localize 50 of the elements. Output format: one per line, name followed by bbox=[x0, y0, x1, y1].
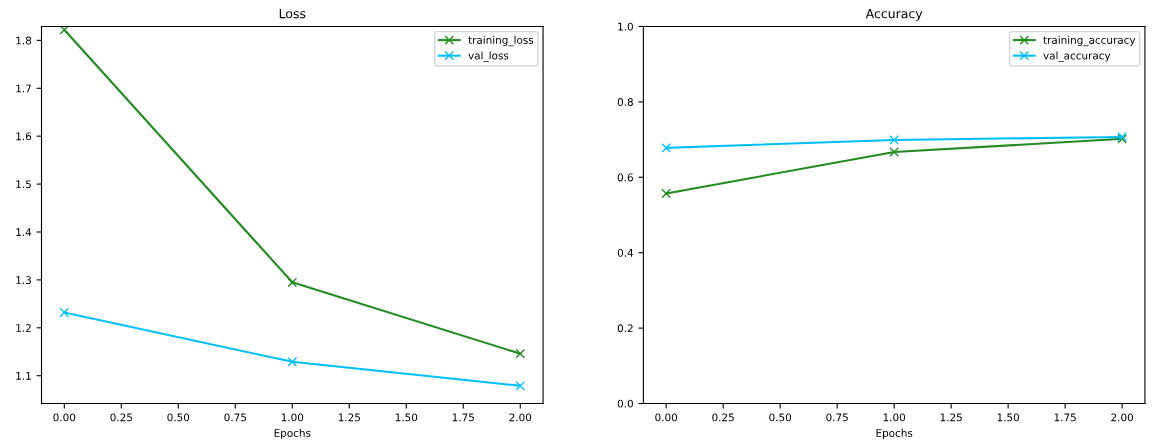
y-tick-label: 1.6 bbox=[16, 132, 32, 141]
point bbox=[59, 307, 70, 318]
point bbox=[515, 348, 526, 359]
x-tick-label: 1.00 bbox=[281, 413, 304, 422]
x-tick-label: 1.50 bbox=[997, 413, 1020, 422]
point bbox=[287, 356, 298, 367]
x-tick-label: 1.50 bbox=[395, 413, 418, 422]
y-tick-label: 0.0 bbox=[617, 399, 633, 408]
point bbox=[515, 380, 526, 391]
point bbox=[287, 277, 298, 288]
x-tick-label: 1.25 bbox=[940, 413, 962, 422]
y-tick-label: 1.5 bbox=[16, 180, 31, 189]
chart-title: Loss bbox=[279, 9, 306, 19]
x-tick-label: 0.00 bbox=[53, 413, 76, 422]
y-tick-label: 0.4 bbox=[617, 248, 634, 257]
x-tick-label: 1.75 bbox=[1054, 413, 1076, 422]
y-tick-label: 1.8 bbox=[16, 36, 32, 45]
x-tick-label: 1.00 bbox=[883, 413, 906, 422]
y-tick-label: 0.2 bbox=[617, 324, 633, 333]
y-tick-label: 1.4 bbox=[16, 228, 32, 236]
point bbox=[59, 26, 70, 35]
x-tick-label: 0.75 bbox=[826, 413, 848, 422]
y-tick-label: 1.0 bbox=[618, 22, 633, 31]
x-tick-label: 0.00 bbox=[655, 413, 678, 422]
x-axis-title: Epochs bbox=[274, 428, 311, 439]
point bbox=[889, 135, 900, 145]
y-tick-label: 0.8 bbox=[617, 98, 633, 106]
chart-title: Accuracy bbox=[865, 9, 923, 21]
y-tick-label: 0.6 bbox=[617, 173, 633, 182]
legend-label: val_accuracy bbox=[1043, 51, 1111, 62]
x-tick-label: 0.25 bbox=[110, 413, 132, 422]
point bbox=[889, 147, 900, 157]
x-tick-label: 2.00 bbox=[509, 413, 532, 422]
legend-label: val_loss bbox=[468, 51, 509, 62]
legend-label: training_accuracy bbox=[1043, 35, 1136, 47]
point bbox=[661, 188, 672, 199]
point bbox=[661, 143, 672, 153]
y-tick-label: 1.2 bbox=[16, 324, 31, 332]
y-tick-label: 1.3 bbox=[16, 276, 31, 285]
legend-label: training_loss bbox=[468, 35, 534, 47]
x-tick-label: 1.75 bbox=[452, 413, 474, 422]
x-tick-label: 2.00 bbox=[1111, 413, 1134, 422]
x-tick-label: 1.25 bbox=[338, 413, 360, 422]
y-tick-label: 1.7 bbox=[16, 84, 31, 93]
x-tick-label: 0.25 bbox=[712, 413, 734, 422]
y-tick-label: 1.1 bbox=[16, 372, 31, 380]
x-tick-label: 0.50 bbox=[167, 413, 190, 422]
x-axis-title: Epochs bbox=[876, 428, 913, 439]
x-tick-label: 0.50 bbox=[769, 413, 792, 422]
x-tick-label: 0.75 bbox=[224, 413, 246, 422]
